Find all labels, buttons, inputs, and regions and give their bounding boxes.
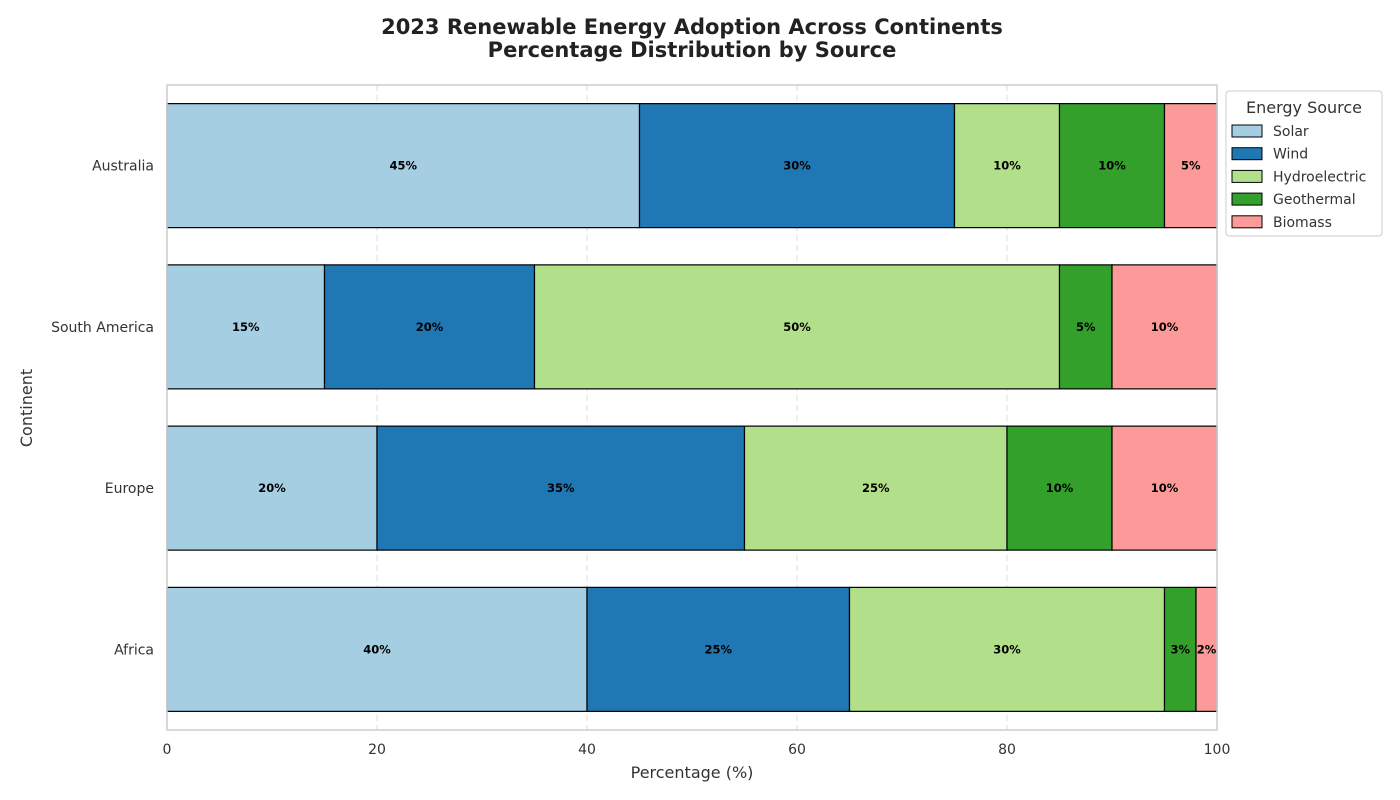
y-axis-label: Continent xyxy=(17,369,36,447)
data-label-biomass-2: 10% xyxy=(1151,481,1179,495)
bar-wind-2 xyxy=(376,425,746,551)
x-tick-label-5: 100 xyxy=(1204,742,1231,758)
legend-title: Energy Source xyxy=(1246,98,1362,117)
legend-label-biomass: Biomass xyxy=(1273,215,1332,231)
data-label-biomass-1: 10% xyxy=(1151,320,1179,334)
x-tick-label-1: 20 xyxy=(368,742,386,758)
bar-geothermal-0 xyxy=(1058,103,1166,229)
legend-swatch-biomass xyxy=(1231,215,1263,229)
bar-geothermal-1 xyxy=(1058,264,1113,390)
legend-box xyxy=(1225,90,1383,237)
plot-frame xyxy=(166,84,1218,731)
data-label-hydroelectric-2: 25% xyxy=(862,481,890,495)
bar-hydroelectric-2 xyxy=(743,425,1008,551)
bar-solar-1 xyxy=(166,264,326,390)
x-tick-label-4: 80 xyxy=(998,742,1016,758)
data-label-solar-1: 15% xyxy=(232,320,260,334)
legend-label-geothermal: Geothermal xyxy=(1273,192,1356,208)
legend-label-wind: Wind xyxy=(1273,147,1308,163)
data-label-hydroelectric-0: 10% xyxy=(993,159,1021,173)
data-label-solar-3: 40% xyxy=(363,642,391,656)
y-tick-label-2: Europe xyxy=(105,481,154,497)
bar-solar-2 xyxy=(166,425,378,551)
data-label-biomass-0: 5% xyxy=(1181,159,1201,173)
legend-swatch-solar xyxy=(1231,124,1263,138)
data-label-wind-2: 35% xyxy=(547,481,575,495)
data-label-geothermal-2: 10% xyxy=(1046,481,1074,495)
y-tick-label-1: South America xyxy=(51,320,154,336)
data-label-geothermal-1: 5% xyxy=(1076,320,1096,334)
legend-label-solar: Solar xyxy=(1273,124,1309,140)
bar-wind-1 xyxy=(323,264,536,390)
data-label-solar-0: 45% xyxy=(389,159,417,173)
bar-biomass-0 xyxy=(1163,103,1218,229)
data-label-wind-1: 20% xyxy=(416,320,444,334)
bar-geothermal-3 xyxy=(1163,586,1197,712)
x-axis-label: Percentage (%) xyxy=(631,763,754,782)
legend-swatch-hydroelectric xyxy=(1231,169,1263,183)
data-label-biomass-3: 2% xyxy=(1197,642,1217,656)
x-tick-label-2: 40 xyxy=(578,742,596,758)
y-ticks: Australia South America Europe Africa xyxy=(51,159,154,659)
legend-swatch-wind xyxy=(1231,147,1263,161)
chart-title-line-2: Percentage Distribution by Source xyxy=(488,38,897,62)
data-label-solar-2: 20% xyxy=(258,481,286,495)
bar-geothermal-2 xyxy=(1006,425,1113,551)
bar-wind-0 xyxy=(638,103,956,229)
x-tick-label-3: 60 xyxy=(788,742,806,758)
bar-wind-3 xyxy=(586,586,851,712)
data-label-geothermal-0: 10% xyxy=(1098,159,1126,173)
bar-biomass-2 xyxy=(1111,425,1218,551)
x-ticks: 0 20 40 60 80 100 xyxy=(163,742,1231,758)
x-tick-label-0: 0 xyxy=(163,742,172,758)
bars: 45% 30% 10% 10% 5% 15% 20% 50% 5% 10% 20% 35% 25% 10%… xyxy=(166,103,1218,712)
bar-hydroelectric-3 xyxy=(848,586,1166,712)
data-label-wind-3: 25% xyxy=(704,642,732,656)
y-tick-label-3: Africa xyxy=(114,642,154,658)
bar-hydroelectric-1 xyxy=(533,264,1061,390)
bar-solar-3 xyxy=(166,586,588,712)
data-label-geothermal-3: 3% xyxy=(1170,642,1190,656)
chart-title-line-1: 2023 Renewable Energy Adoption Across Co… xyxy=(381,15,1003,39)
data-label-hydroelectric-1: 50% xyxy=(783,320,811,334)
y-tick-label-0: Australia xyxy=(92,159,154,175)
grid xyxy=(376,85,1008,730)
data-label-wind-0: 30% xyxy=(783,159,811,173)
bar-biomass-1 xyxy=(1111,264,1218,390)
bar-solar-0 xyxy=(166,103,641,229)
legend: Energy Source Solar Wind Hydroelectric Geot… xyxy=(1225,90,1383,237)
data-label-hydroelectric-3: 30% xyxy=(993,642,1021,656)
legend-label-hydroelectric: Hydroelectric xyxy=(1273,169,1366,185)
legend-swatch-geothermal xyxy=(1231,192,1263,206)
